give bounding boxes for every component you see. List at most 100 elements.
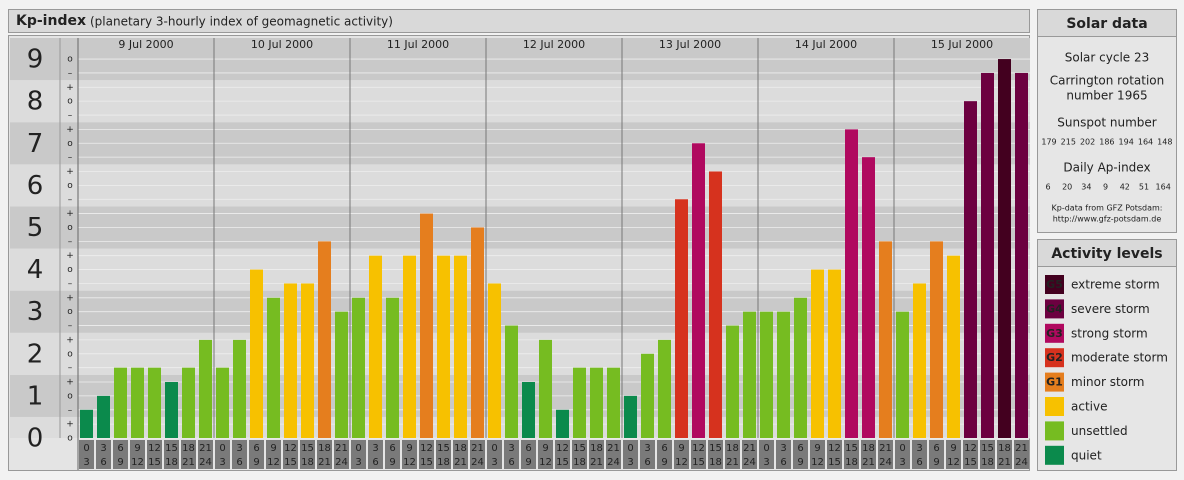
minor-tick-label: – (68, 195, 73, 205)
legend-label: severe storm (1071, 302, 1150, 316)
hour-label: 15 (284, 457, 297, 468)
hour-label: 15 (981, 443, 994, 454)
bar (556, 409, 569, 438)
minor-tick-label: o (67, 391, 73, 401)
legend-swatch (1045, 323, 1064, 343)
hour-cell (1014, 440, 1029, 469)
hour-label: 12 (284, 443, 297, 454)
hour-label: 3 (219, 457, 225, 468)
bar (794, 297, 807, 438)
solar-header (1037, 9, 1177, 37)
hour-cell (572, 440, 587, 469)
hour-label: 6 (661, 443, 667, 454)
bar (369, 255, 382, 438)
hour-cell (538, 440, 553, 469)
bar (267, 297, 280, 438)
bar (1015, 72, 1028, 439)
hour-label: 3 (355, 457, 361, 468)
hour-cell (487, 440, 502, 469)
ap-value: 6 (1045, 183, 1050, 192)
bar (862, 157, 875, 438)
hour-cell (589, 440, 604, 469)
legend-label: extreme storm (1071, 278, 1160, 292)
hour-label: 9 (389, 457, 395, 468)
legend-label: moderate storm (1071, 351, 1168, 365)
hour-label: 12 (811, 457, 824, 468)
ap-value: 34 (1081, 183, 1091, 192)
hour-cell (504, 440, 519, 469)
bar (352, 297, 365, 438)
hour-label: 18 (845, 457, 858, 468)
hour-cell (113, 440, 128, 469)
y-tick-label: 1 (27, 381, 44, 411)
hour-label: 3 (899, 457, 905, 468)
hour-label: 18 (998, 443, 1011, 454)
hour-cell (300, 440, 315, 469)
hour-cell (402, 440, 417, 469)
bar (607, 367, 620, 438)
legend-label: quiet (1071, 448, 1102, 462)
hour-label: 21 (471, 443, 484, 454)
hour-cell (708, 440, 723, 469)
bar (539, 339, 552, 438)
sunspot-title: Sunspot number (1057, 116, 1156, 130)
minor-tick-label: o (67, 434, 73, 444)
sunspot-value: 215 (1061, 138, 1076, 147)
hour-cell (385, 440, 400, 469)
bar (199, 339, 212, 438)
bar (437, 255, 450, 438)
hour-label: 9 (134, 443, 140, 454)
hour-label: 15 (964, 457, 977, 468)
hour-label: 12 (947, 457, 960, 468)
hour-label: 9 (950, 443, 956, 454)
sunspot-value: 179 (1041, 138, 1056, 147)
legend-title: Activity levels (1051, 246, 1162, 262)
hour-label: 3 (83, 457, 89, 468)
hour-label: 21 (743, 443, 756, 454)
hour-label: 12 (692, 443, 705, 454)
minor-tick-label: – (68, 237, 73, 247)
bar (709, 171, 722, 438)
hour-label: 9 (661, 457, 667, 468)
chart-title: Kp-index (16, 13, 86, 29)
legend-code: G3 (1046, 327, 1063, 340)
minor-tick-label: – (68, 279, 73, 289)
hour-label: 6 (525, 443, 531, 454)
bar (845, 129, 858, 439)
bar (97, 395, 110, 438)
minor-tick-label: o (67, 349, 73, 359)
hour-label: 6 (389, 443, 395, 454)
hour-label: 21 (862, 457, 875, 468)
legend-swatch (1045, 397, 1064, 416)
hour-label: 3 (763, 457, 769, 468)
hour-label: 9 (678, 443, 684, 454)
legend-code: G1 (1046, 376, 1063, 389)
hour-label: 15 (828, 457, 841, 468)
hour-label: 6 (797, 443, 803, 454)
hour-label: 3 (372, 443, 378, 454)
bar (913, 283, 926, 438)
bar (760, 311, 773, 438)
bar (947, 255, 960, 438)
hour-label: 3 (627, 457, 633, 468)
hour-label: 15 (148, 457, 161, 468)
chart-subtitle: (planetary 3-hourly index of geomagnetic… (90, 15, 393, 29)
bar (658, 339, 671, 438)
hour-label: 0 (355, 443, 361, 454)
hour-label: 18 (301, 457, 314, 468)
hour-cell (266, 440, 281, 469)
hour-cell (419, 440, 434, 469)
header-box (8, 9, 1030, 33)
sunspot-value: 148 (1157, 138, 1172, 147)
day-label: 13 Jul 2000 (659, 38, 721, 51)
band (10, 416, 1030, 438)
hour-label: 3 (916, 443, 922, 454)
hour-cell (827, 440, 842, 469)
hour-label: 21 (454, 457, 467, 468)
bar (420, 213, 433, 438)
minor-tick-label: o (67, 181, 73, 191)
bar (879, 241, 892, 438)
minor-tick-label: + (66, 125, 74, 135)
hour-label: 18 (981, 457, 994, 468)
